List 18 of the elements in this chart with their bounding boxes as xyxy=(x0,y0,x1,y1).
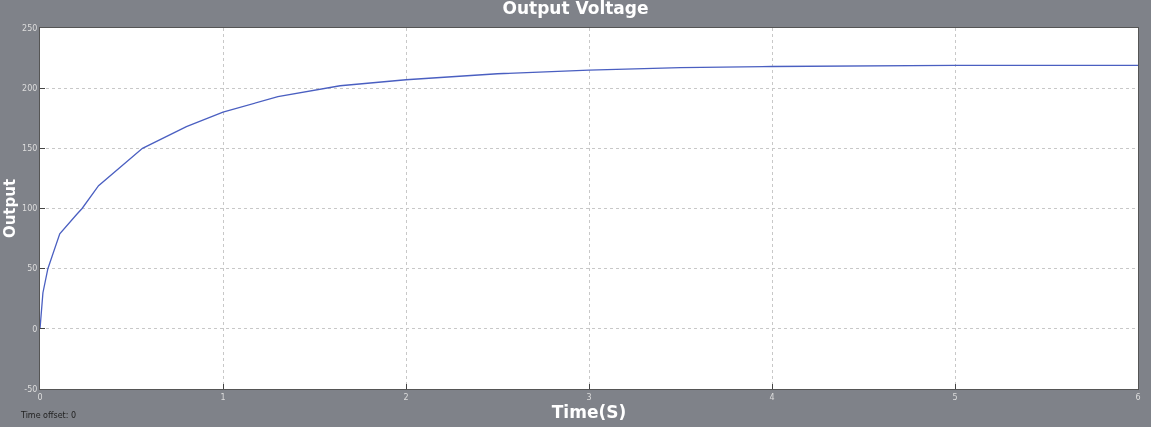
y-tick-label: 0 xyxy=(32,324,38,334)
line-series xyxy=(40,64,1138,330)
y-tick-label: 200 xyxy=(22,83,38,93)
x-tick-label: 2 xyxy=(403,392,409,402)
y-axis-title: Output xyxy=(1,178,20,239)
x-tick-label: 6 xyxy=(1135,392,1141,402)
y-tick-label: 100 xyxy=(22,204,38,214)
y-tick-label: 150 xyxy=(22,144,38,154)
x-axis-title: Time(S) xyxy=(551,401,627,422)
x-tick-label: 3 xyxy=(586,392,592,402)
y-tick-label: 250 xyxy=(22,23,38,33)
y-tick-label: -50 xyxy=(24,384,38,394)
x-tick-label: 4 xyxy=(769,392,775,402)
chart-title: Output Voltage xyxy=(502,0,649,19)
y-tick-label: 50 xyxy=(27,264,38,274)
x-tick-label: 5 xyxy=(952,392,958,402)
x-tick-label: 1 xyxy=(220,392,226,402)
text: Time offset: 0 xyxy=(20,411,77,420)
